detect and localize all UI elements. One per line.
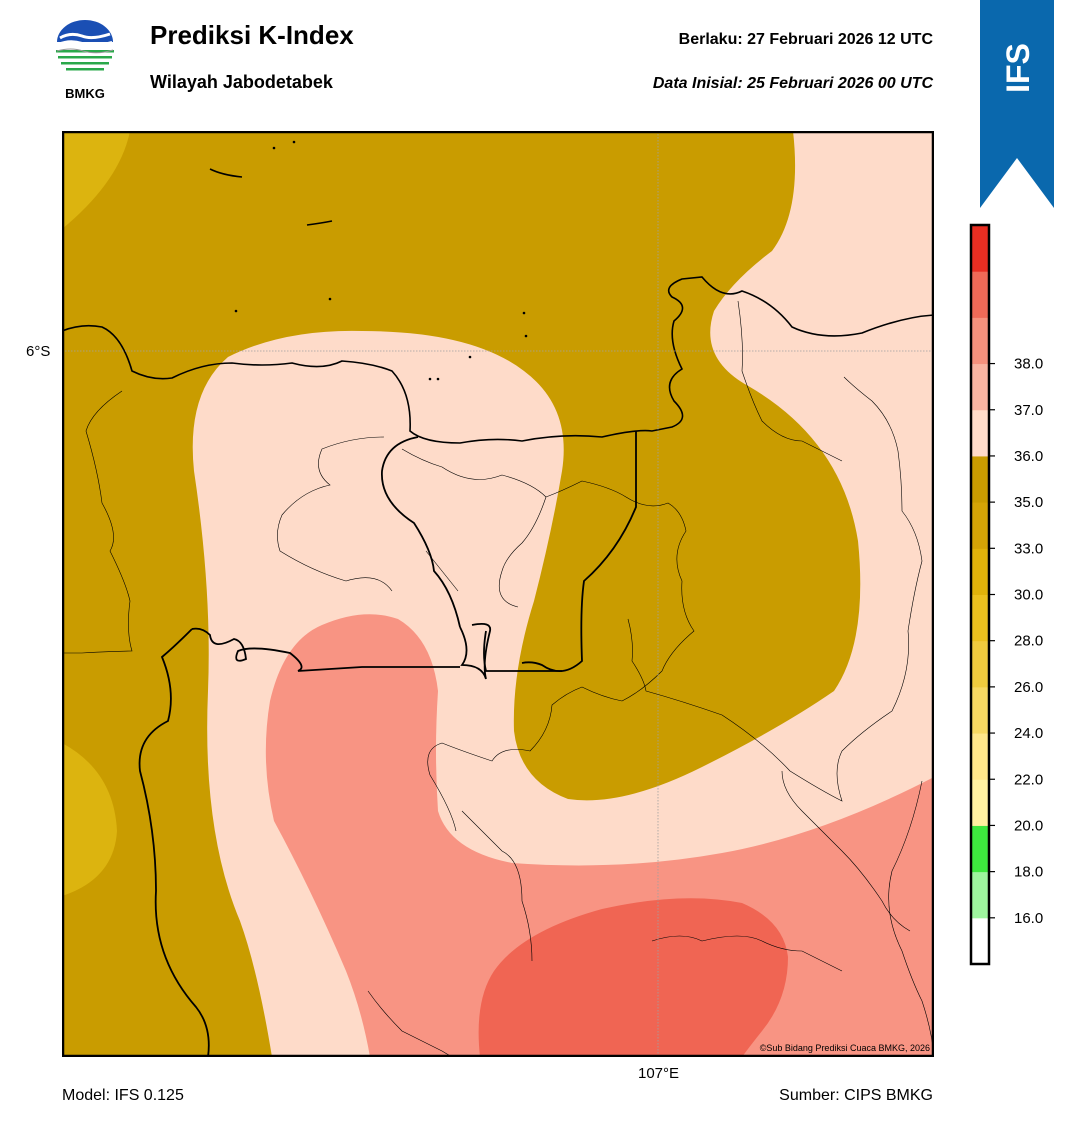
source-note: Sumber: CIPS BMKG	[779, 1087, 933, 1104]
coastline	[62, 168, 934, 444]
page-subtitle: Wilayah Jabodetabek	[150, 72, 333, 92]
colorbar-tick-label: 28.0	[1014, 633, 1043, 650]
island-markers	[234, 140, 528, 381]
colorbar-tick-label: 26.0	[1014, 679, 1043, 696]
colorbar-tick-label: 20.0	[1014, 817, 1043, 834]
colorbar-band	[971, 779, 989, 826]
colorbar-band	[971, 825, 989, 873]
colorbar-band	[971, 733, 989, 780]
colorbar-tick-label: 22.0	[1014, 771, 1043, 788]
colorbar-band	[971, 686, 989, 734]
colorbar-band	[971, 225, 989, 272]
model-ribbon: IFS	[980, 0, 1054, 208]
colorbar-tick-label: 18.0	[1014, 864, 1043, 881]
colorbar-tick-label: 33.0	[1014, 540, 1043, 557]
colorbar-tick-label: 37.0	[1014, 402, 1043, 419]
regency-borders	[62, 300, 934, 1057]
colorbar-band	[971, 502, 989, 549]
colorbar-band	[971, 363, 989, 411]
page-title: Prediksi K-Index	[150, 20, 354, 50]
colorbar-frame	[969, 223, 991, 966]
colorbar-band	[971, 317, 989, 365]
province-borders	[138, 431, 637, 1057]
colorbar-band	[971, 455, 989, 503]
colorbar-tick-label: 36.0	[1014, 448, 1043, 465]
model-note: Model: IFS 0.125	[62, 1087, 184, 1104]
colorbar-band	[971, 548, 989, 595]
colorbar-band	[971, 640, 989, 688]
bmkg-logo: BMKG	[56, 20, 114, 101]
colorbar-bands	[971, 225, 989, 965]
longitude-label: 107°E	[638, 1065, 680, 1082]
field-30-33-w	[62, 743, 117, 896]
colorbar-band	[971, 871, 989, 919]
latitude-label: 6°S	[26, 343, 51, 360]
colorbar-band	[971, 917, 989, 965]
colorbar-band	[971, 271, 989, 318]
colorbar-band	[971, 594, 989, 642]
valid-time: Berlaku: 27 Februari 2026 12 UTC	[678, 31, 933, 48]
map-copyright: ©Sub Bidang Prediksi Cuaca BMKG, 2026	[760, 1043, 930, 1053]
field-37-38	[478, 898, 788, 1057]
colorbar-tick-label: 35.0	[1014, 494, 1043, 511]
colorbar-tick-label: 30.0	[1014, 587, 1043, 604]
k-index-map: ©Sub Bidang Prediksi Cuaca BMKG, 2026	[62, 131, 934, 1057]
field-30-33-nw	[62, 131, 130, 229]
bmkg-logo-icon	[56, 20, 114, 71]
colorbar-tick-label: 16.0	[1014, 910, 1043, 927]
k-index-colorbar: 16.0 18.0 20.0 22.0 24.0 26.0 28.0 30.0 33.0 35.0…	[969, 223, 1043, 966]
colorbar-tick-label: 24.0	[1014, 725, 1043, 742]
colorbar-ticks: 16.0 18.0 20.0 22.0 24.0 26.0 28.0 30.0 33.0 35.0…	[989, 356, 1043, 927]
logo-text: BMKG	[65, 86, 105, 101]
model-badge: IFS	[1000, 43, 1036, 93]
colorbar-band	[971, 409, 989, 457]
init-time: Data Inisial: 25 Februari 2026 00 UTC	[652, 75, 933, 92]
colorbar-tick-label: 38.0	[1014, 356, 1043, 373]
map-frame	[62, 131, 934, 1057]
